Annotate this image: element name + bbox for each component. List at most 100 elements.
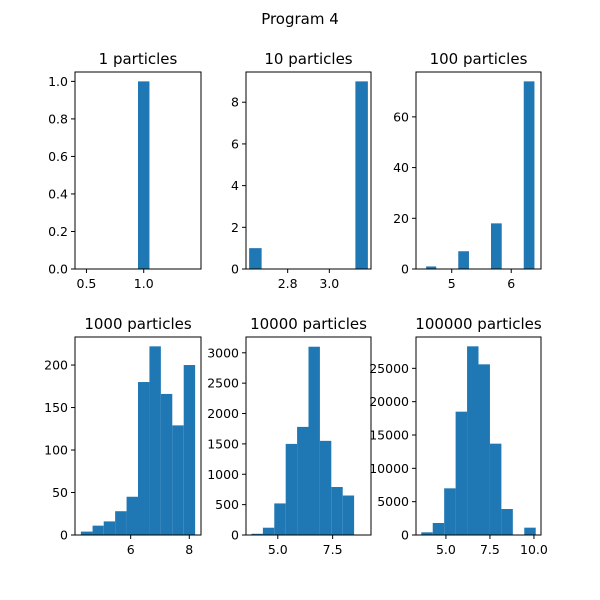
histogram-bar [355,81,368,269]
y-tick-label: 60 [393,109,409,124]
y-tick-label: 0 [231,528,239,543]
subplot-title: 100 particles [430,50,528,68]
y-tick-label: 20000 [369,394,409,409]
x-tick-label: 2.8 [278,276,298,291]
subplot-title: 1 particles [99,50,178,68]
subplot-2: 10 particles 2.8 3.0 0 2 4 6 8 [231,50,372,291]
y-tick-label: 2000 [207,406,239,421]
y-tick-label: 40 [393,160,409,175]
histogram-bar [524,527,536,535]
histogram-bar [491,223,502,269]
x-tick-label: 5.0 [268,542,288,557]
y-tick-label: 0.6 [48,149,68,164]
axes-frame [74,71,202,270]
histogram-bar [331,487,343,535]
histogram-bar [262,527,275,535]
subplot-6: 100000 particles 5.0 7.5 10.0 0 5000 10000 1500… [369,315,548,557]
x-tick-label: 8 [185,542,193,557]
histogram-bar [172,425,184,535]
subplot-title: 10 particles [264,50,352,68]
histogram-bar [478,364,490,535]
y-tick-label: 200 [44,358,68,373]
histogram-bar [501,509,513,535]
y-tick-label: 15000 [369,428,409,443]
histogram-bar [160,393,173,535]
y-tick-label: 1000 [207,467,239,482]
histogram-bar [523,81,535,269]
axes-frame [245,71,372,270]
x-tick-label: 6 [127,542,135,557]
y-tick-label: 10000 [369,461,409,476]
histogram-bar [92,525,104,535]
y-tick-label: 0 [401,528,409,543]
x-tick-label: 10.0 [520,542,548,557]
y-tick-label: 1500 [207,436,239,451]
histogram-bar [444,488,456,535]
y-tick-label: 6 [231,136,239,151]
histogram-bar [274,503,286,535]
histogram-bar [103,521,116,535]
y-tick-label: 0.4 [48,186,68,201]
histogram-bar [138,81,150,269]
histogram-bar [432,523,445,535]
axes-frame [245,336,372,536]
y-tick-label: 0.8 [48,111,68,126]
histogram-bar [126,496,138,535]
histogram-bar [458,251,469,269]
y-tick-label: 25000 [369,361,409,376]
y-tick-label: 150 [44,400,68,415]
histogram-bar [149,346,161,535]
axes-frame [74,336,202,536]
histogram-bar [455,411,468,535]
y-tick-label: 20 [393,211,409,226]
subplot-1: 1 particles 0.5 1.0 0.0 0.2 0.4 0.6 0.8 1.0 [48,50,202,291]
subplot-5: 10000 particles 5.0 7.5 0 500 1000 1500 2000 250… [207,315,372,557]
x-tick-label: 5.0 [436,542,456,557]
axes-frame [415,71,542,270]
y-tick-label: 100 [44,443,68,458]
histogram-bar [297,426,309,535]
y-tick-label: 0 [401,262,409,277]
histogram-bar [342,495,355,535]
y-tick-label: 4 [231,178,239,193]
histogram-bar [285,443,298,535]
figure-title: Program 4 [261,10,339,28]
x-tick-label: 5 [448,276,456,291]
subplot-4: 1000 particles 6 8 0 50 100 150 200 [44,315,202,557]
y-tick-label: 8 [231,95,239,110]
y-tick-label: 0.2 [48,224,68,239]
y-tick-label: 2 [231,220,239,235]
y-tick-label: 50 [52,485,68,500]
x-tick-label: 7.5 [323,542,343,557]
histogram-bar [421,532,433,535]
axes-frame [415,336,542,536]
subplot-title: 1000 particles [84,315,192,333]
y-tick-label: 2500 [207,376,239,391]
y-tick-label: 0.0 [48,262,68,277]
subplot-title: 100000 particles [415,315,542,333]
histogram-bar [426,266,437,269]
x-tick-label: 7.5 [480,542,500,557]
histogram-bar [183,365,196,535]
histogram-bar [251,533,263,535]
y-tick-label: 0 [231,262,239,277]
histogram-bar [467,346,479,535]
histogram-bar [80,531,93,535]
histogram-bar [308,346,320,535]
x-tick-label: 6 [507,276,515,291]
x-tick-label: 0.5 [77,276,97,291]
histogram-bar [249,248,262,269]
y-tick-label: 1.0 [48,74,68,89]
histogram-bar [319,440,332,535]
y-tick-label: 500 [215,497,239,512]
y-tick-label: 5000 [377,494,409,509]
histogram-bar [115,511,127,535]
histogram-bar [138,382,150,535]
y-tick-label: 0 [60,528,68,543]
subplot-grid: 1 particles 0.5 1.0 0.0 0.2 0.4 0.6 0.8 1.0 10 pa… [44,50,548,557]
x-tick-label: 3.0 [319,276,339,291]
subplot-title: 10000 particles [250,315,367,333]
y-tick-label: 3000 [207,345,239,360]
